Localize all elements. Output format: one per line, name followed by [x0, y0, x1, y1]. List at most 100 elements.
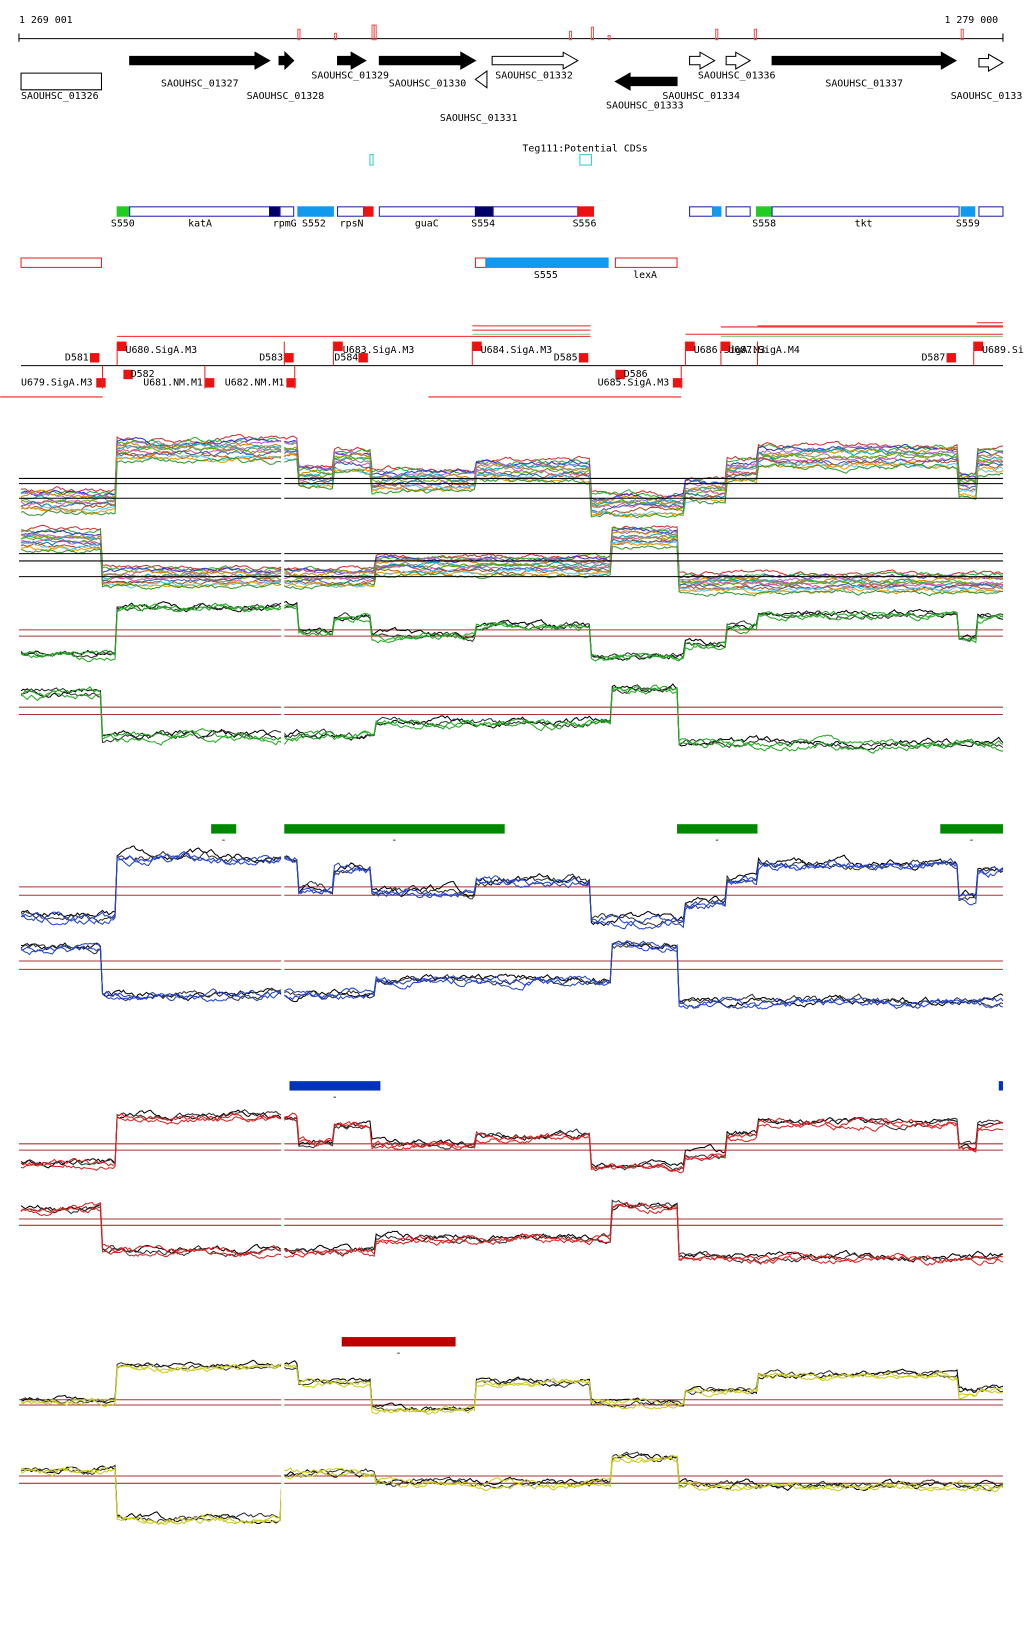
peak-bar: [211, 824, 237, 834]
feature-label: S558: [752, 219, 776, 230]
feature-box: [725, 206, 751, 217]
coverage-trace: [20, 533, 1004, 587]
coverage-trace: [20, 545, 1003, 597]
coverage-trace: [20, 600, 1004, 661]
gene-label: SAOUHSC_01337: [825, 79, 903, 90]
coverage-trace: [20, 453, 1004, 518]
peak-bar: [998, 1081, 1003, 1091]
tss-flag: [615, 369, 625, 380]
gene-label: SAOUHSC_01326: [21, 91, 99, 102]
tss-flag: [685, 341, 695, 351]
feature-box: [116, 206, 131, 217]
tss-label: U683.SigA.M3: [343, 345, 415, 356]
gene-arrow: [378, 51, 477, 70]
ruler-start: 1 269 001: [19, 15, 73, 26]
gene-label: SAOUHSC_01334: [662, 91, 740, 102]
ruler-mark: [568, 30, 573, 41]
peak-bar: [940, 824, 1003, 834]
coverage-trace: [20, 440, 1004, 505]
gene-arrow: [20, 72, 102, 91]
gene-arrow: [278, 51, 295, 71]
tss-label: U685.SigA.M3: [598, 377, 670, 388]
coverage-trace: [20, 446, 1004, 509]
tss-label: U682.NM.M1: [225, 377, 285, 388]
coverage-trace: [20, 850, 1004, 928]
feature-label: rpsN: [340, 219, 364, 230]
strand-label: -: [714, 835, 720, 846]
coverage-trace: [20, 524, 1004, 578]
coverage-trace: [20, 684, 1004, 750]
feature-label: S555: [534, 270, 558, 281]
tss-label: U680.SigA.M3: [126, 345, 198, 356]
gene-arrow: [614, 72, 678, 91]
feature-label: tkt: [855, 219, 873, 230]
coverage-trace: [20, 1364, 1004, 1414]
tss-flag: [286, 378, 296, 388]
gene-label: SAOUHSC_01328: [247, 91, 325, 102]
gene-label: SAOUHSC_0133: [951, 91, 1023, 102]
strand-label: -: [391, 835, 397, 846]
gene-arrow: [689, 51, 716, 70]
tss-label: D587: [921, 352, 945, 363]
coverage-trace: [20, 527, 1004, 583]
feature-box: [755, 206, 773, 217]
coverage-trace: [20, 1451, 1004, 1524]
tss-flag: [96, 378, 106, 388]
peak-bar: [677, 824, 758, 834]
coverage-trace: [20, 1199, 1004, 1264]
feature-box: [363, 206, 374, 217]
coverage-trace: [21, 442, 1003, 507]
tss-label: D584: [334, 352, 358, 363]
feature-box: [577, 206, 594, 217]
tss-flag: [358, 353, 368, 363]
cds-box: [579, 154, 592, 166]
gene-label: SAOUHSC_01333: [606, 101, 684, 112]
gene-label: SAOUHSC_01327: [161, 79, 239, 90]
gene-arrow: [129, 51, 271, 70]
coverage-trace: [20, 940, 1004, 1008]
gene-label: SAOUHSC_01331: [440, 113, 518, 124]
feature-box: [712, 206, 722, 217]
peak-bar: [289, 1081, 381, 1091]
peak-bar: [341, 1337, 456, 1347]
feature-label: guaC: [415, 219, 439, 230]
feature-box: [129, 206, 271, 217]
tss-label: D582: [131, 369, 155, 380]
coverage-trace: [20, 445, 1004, 506]
tss-flag: [117, 341, 127, 351]
coverage-trace: [20, 1201, 1004, 1267]
coverage-trace: [20, 1112, 1004, 1172]
feature-label: S556: [573, 219, 597, 230]
ruler-mark: [373, 24, 377, 41]
strand-label: -: [968, 835, 974, 846]
coverage-trace: [20, 1113, 1004, 1174]
gene-label: SAOUHSC_01330: [389, 79, 467, 90]
ruler-mark: [590, 26, 594, 41]
feature-box: [269, 206, 281, 217]
ruler-mark: [297, 28, 301, 41]
cds-track-label: Teg111:Potential CDSs: [522, 143, 647, 154]
feature-box: [20, 257, 102, 268]
coverage-trace: [20, 1109, 1004, 1171]
feature-box: [378, 206, 476, 217]
coverage-trace: [20, 1359, 1004, 1413]
coverage-trace: [20, 603, 1004, 661]
coverage-trace: [20, 850, 1004, 930]
coverage-trace: [20, 1454, 1004, 1525]
feature-label: S554: [471, 219, 495, 230]
feature-label: rpmG: [273, 219, 297, 230]
coverage-trace: [20, 456, 1004, 519]
gene-arrow: [978, 53, 1004, 72]
ruler-mark: [607, 34, 611, 41]
tss-label: U681.NM.M1: [143, 377, 203, 388]
tss-flag: [946, 353, 956, 363]
tss-label: U679.SigA.M3: [21, 377, 93, 388]
gene-arrow: [337, 51, 367, 70]
tss-label: D581: [65, 352, 89, 363]
tss-flag: [204, 378, 215, 388]
tss-label: U687.SigA.M4: [728, 345, 800, 356]
peak-bar: [284, 824, 505, 834]
cds-box: [369, 154, 374, 166]
tss-flag: [123, 369, 133, 380]
